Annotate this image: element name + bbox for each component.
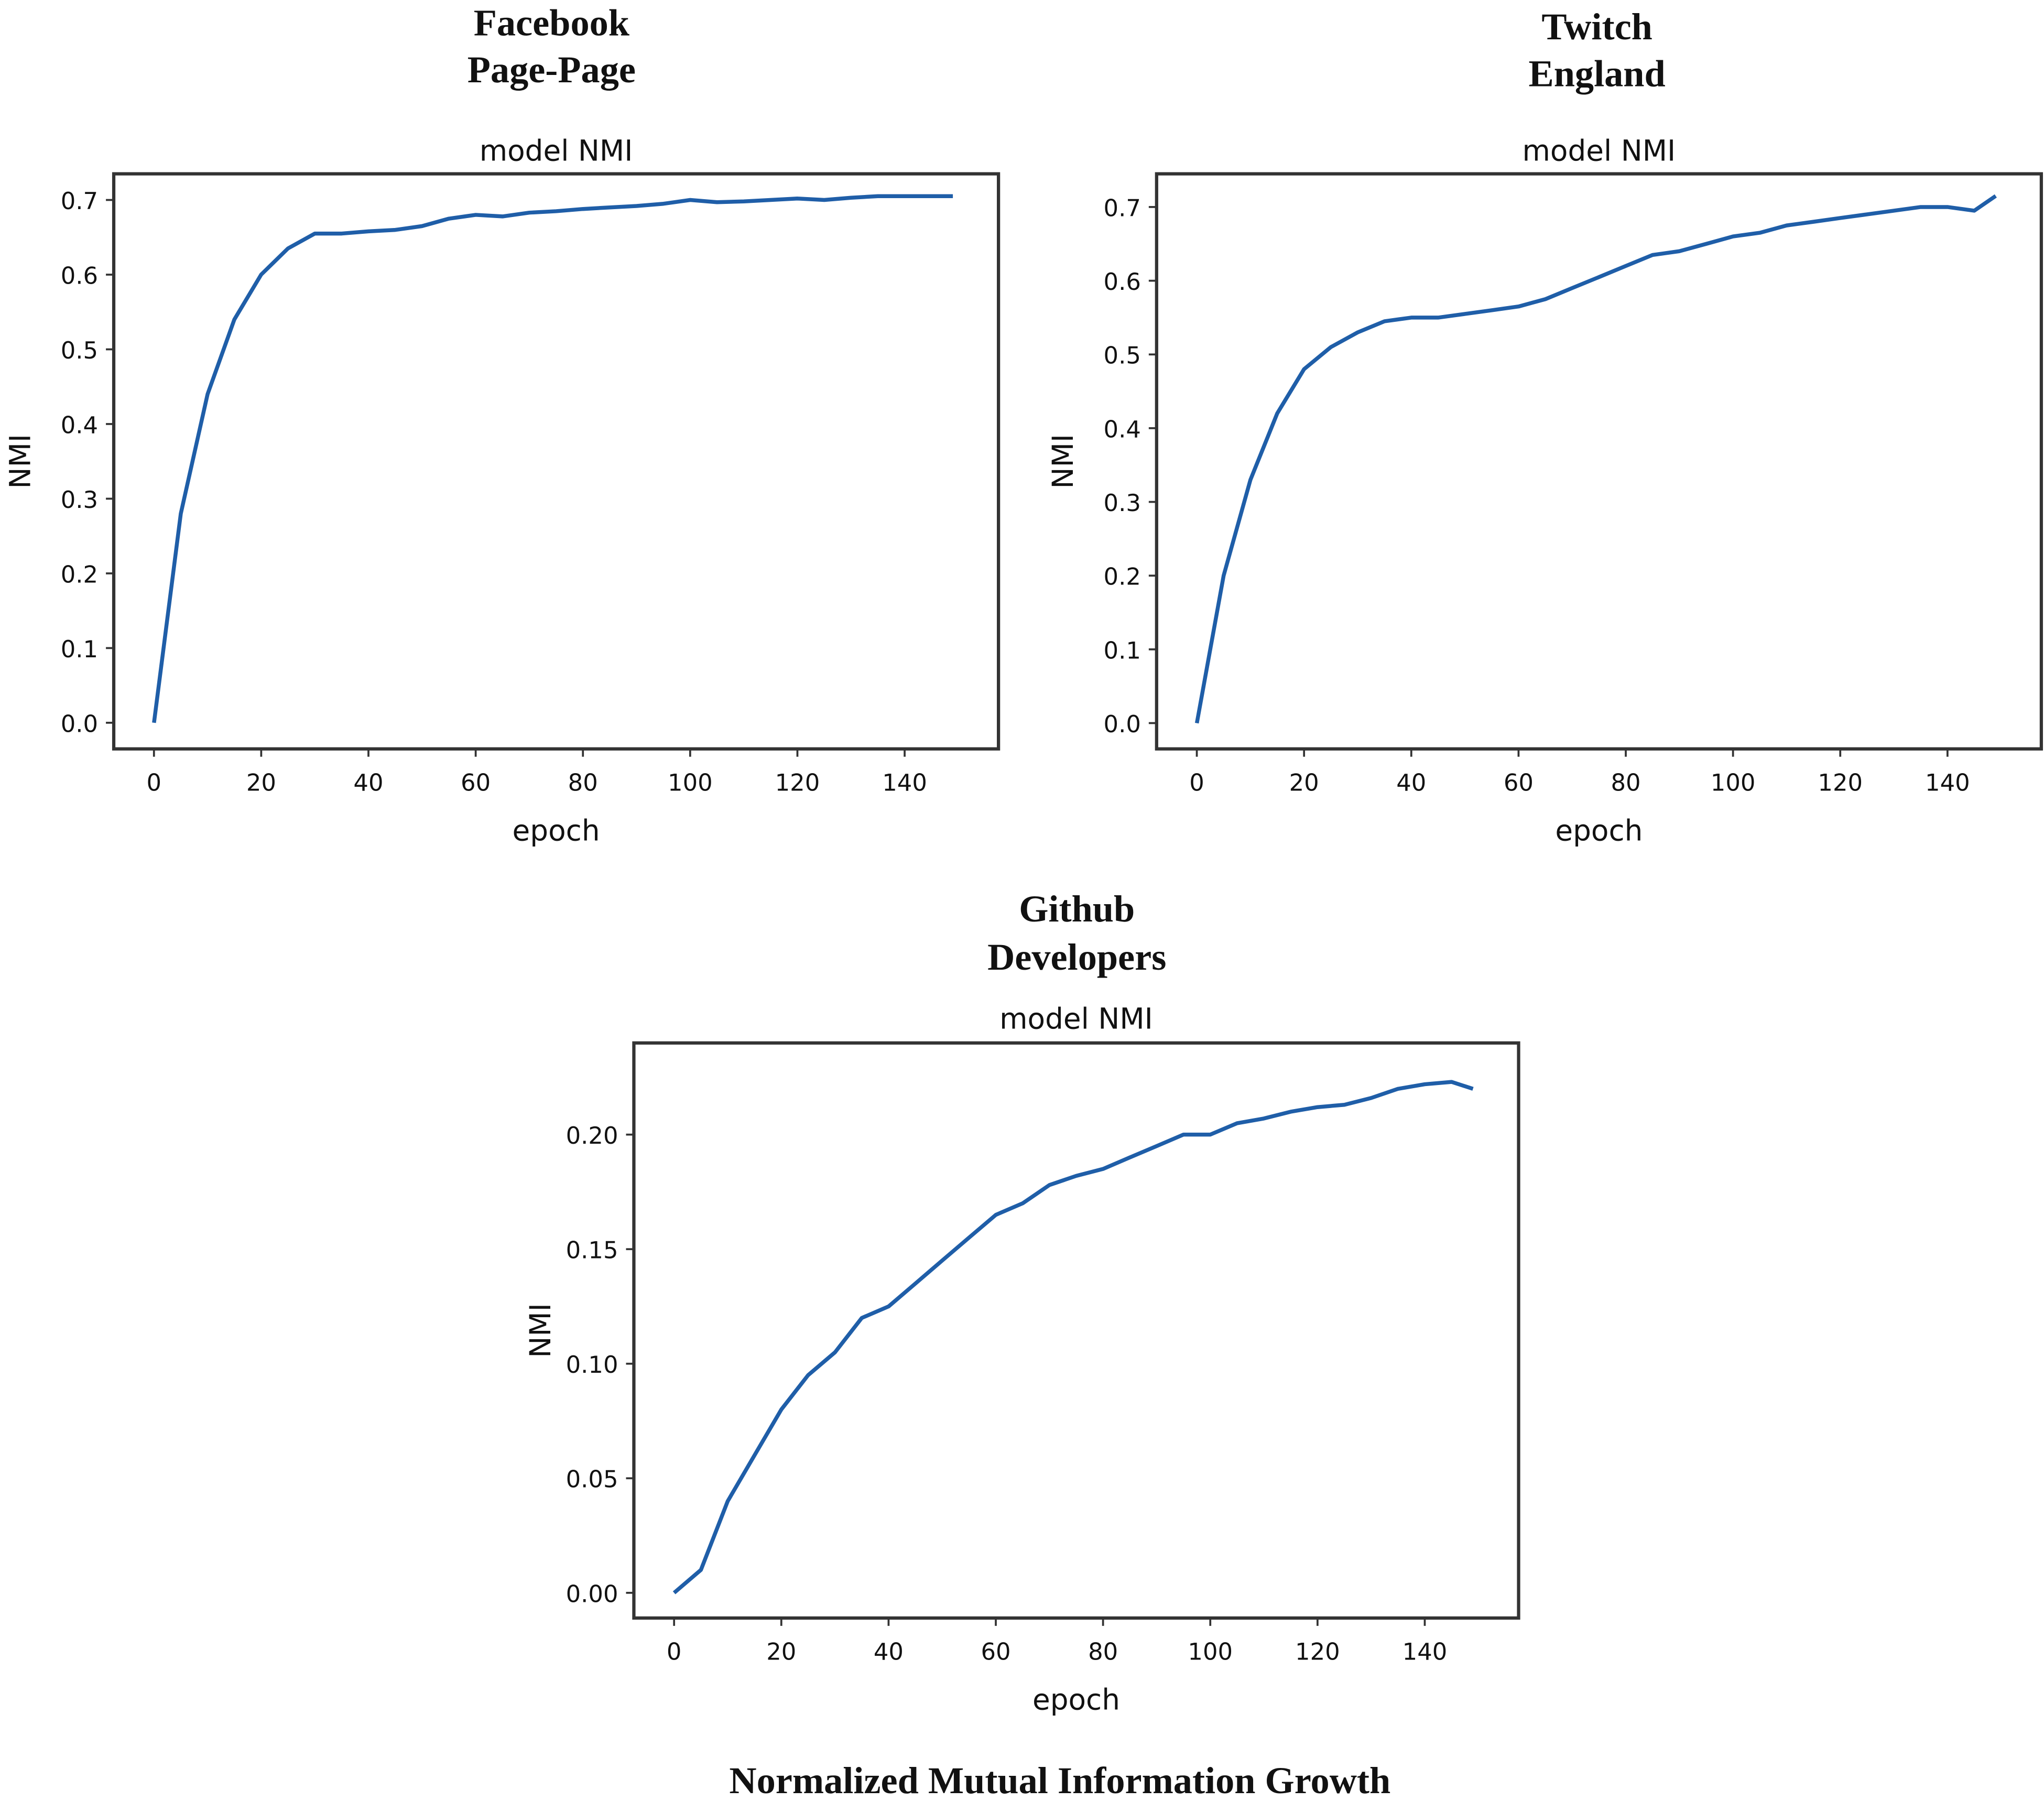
- y-tick-label: 0.1: [1104, 636, 1141, 664]
- x-axis-label: epoch: [1032, 1683, 1120, 1716]
- y-tick-label: 0.5: [61, 337, 98, 364]
- plot-frame: [1155, 172, 2043, 751]
- x-tick-label: 140: [1402, 1638, 1448, 1666]
- y-axis-label: NMI: [1046, 434, 1080, 489]
- y-tick-label: 0.15: [566, 1236, 618, 1264]
- x-tick-label: 60: [461, 769, 491, 797]
- x-tick-label: 40: [1396, 769, 1426, 797]
- chart-title: model NMI: [480, 134, 633, 168]
- y-tick-label: 0.00: [566, 1580, 618, 1608]
- y-tick-label: 0.3: [61, 486, 98, 514]
- y-tick-label: 0.10: [566, 1351, 618, 1379]
- y-tick-label: 0.5: [1104, 342, 1141, 370]
- dataset-title-line-2: England: [1529, 53, 1666, 95]
- x-tick-label: 80: [1611, 769, 1640, 797]
- dataset-title-line-2: Developers: [987, 936, 1166, 978]
- y-tick-label: 0.7: [61, 187, 98, 215]
- y-tick-label: 0.2: [1104, 563, 1141, 591]
- y-tick-label: 0.4: [1104, 415, 1141, 443]
- y-tick-label: 0.2: [61, 560, 98, 588]
- y-tick-label: 0.1: [61, 635, 98, 663]
- y-tick-label: 0.0: [61, 710, 98, 737]
- y-axis-label: NMI: [524, 1303, 557, 1358]
- y-tick-label: 0.05: [566, 1466, 618, 1493]
- nmi-series-line: [672, 1080, 1474, 1594]
- x-axis-label: epoch: [1555, 813, 1643, 847]
- x-tick-label: 60: [1504, 769, 1534, 797]
- plot-frame: [632, 1041, 1520, 1620]
- x-tick-label: 20: [246, 769, 276, 797]
- chart-github: Github Developers model NMI 0 20 40 60 80 100 120…: [524, 888, 1520, 1716]
- x-tick-label: 20: [766, 1638, 796, 1666]
- y-tick-label: 0.6: [61, 262, 98, 289]
- y-tick-label: 0.3: [1104, 489, 1141, 517]
- x-tick-label: 140: [882, 769, 927, 797]
- x-tick-label: 120: [1295, 1638, 1340, 1666]
- y-tick-label: 0.0: [1104, 710, 1141, 738]
- x-tick-label: 80: [1088, 1638, 1118, 1666]
- y-tick-label: 0.6: [1104, 268, 1141, 296]
- chart-title: model NMI: [1522, 134, 1676, 168]
- x-tick-label: 100: [1711, 769, 1756, 797]
- x-tick-label: 80: [568, 769, 598, 797]
- nmi-series-line: [1194, 194, 1997, 724]
- y-tick-label: 0.4: [61, 411, 98, 439]
- x-tick-label: 40: [353, 769, 383, 797]
- y-tick-label: 0.7: [1104, 194, 1141, 222]
- chart-title: model NMI: [999, 1002, 1153, 1035]
- x-tick-label: 100: [668, 769, 713, 797]
- x-tick-label: 40: [874, 1638, 904, 1666]
- dataset-title-line-1: Twitch: [1541, 6, 1652, 48]
- x-tick-label: 100: [1188, 1638, 1233, 1666]
- x-tick-label: 20: [1289, 769, 1319, 797]
- y-tick-label: 0.20: [566, 1122, 618, 1149]
- y-axis-label: NMI: [3, 434, 37, 489]
- x-tick-label: 120: [1818, 769, 1863, 797]
- x-tick-label: 140: [1925, 769, 1970, 797]
- x-tick-label: 120: [775, 769, 820, 797]
- x-axis-label: epoch: [513, 813, 600, 847]
- plot-frame: [112, 172, 1001, 751]
- chart-facebook: Facebook Page-Page model NMI 0 20 40 60 80 100 12…: [3, 2, 1001, 847]
- dataset-title-line-1: Github: [1019, 888, 1135, 930]
- x-tick-label: 0: [146, 769, 161, 797]
- dataset-title-line-1: Facebook: [474, 2, 630, 44]
- dataset-title-line-2: Page-Page: [467, 49, 636, 91]
- x-tick-label: 0: [667, 1638, 682, 1666]
- chart-twitch: Twitch England model NMI 0 20 40 60 80 100 120 140…: [1046, 6, 2043, 847]
- nmi-series-line: [152, 194, 953, 723]
- x-tick-label: 0: [1189, 769, 1204, 797]
- x-tick-label: 60: [981, 1638, 1010, 1666]
- figure-caption: Normalized Mutual Information Growth: [729, 1760, 1390, 1801]
